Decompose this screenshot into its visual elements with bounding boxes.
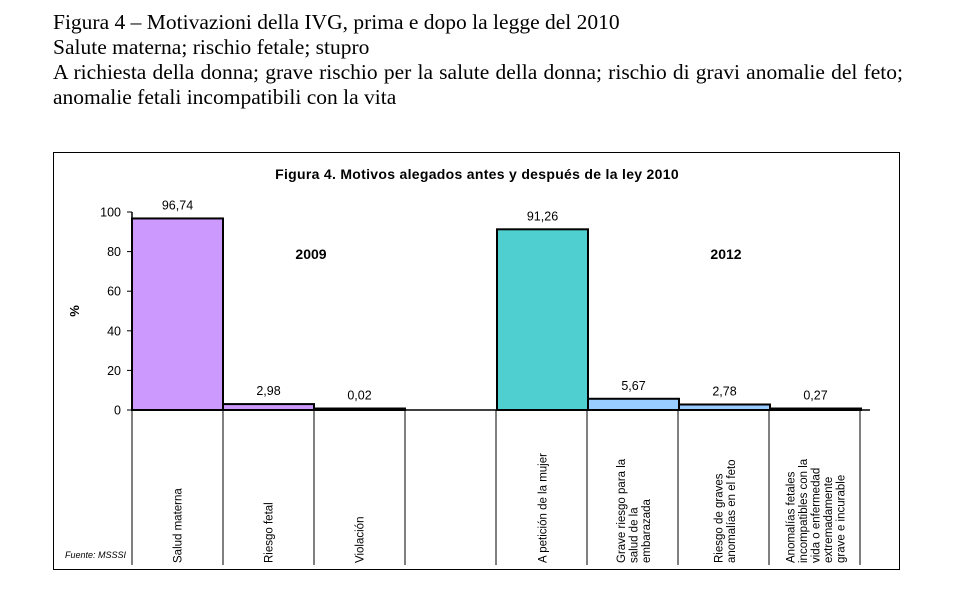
bar-chart: Figura 4. Motivos alegados antes y despu… xyxy=(65,166,870,565)
source-note: Fuente: MSSSI xyxy=(65,550,127,560)
chart-frame: Figura 4. Motivos alegados antes y despu… xyxy=(53,152,900,570)
category-label: Riesgo de graves xyxy=(713,473,725,563)
category-label: incompatibles con la xyxy=(798,458,810,563)
data-label: 96,74 xyxy=(162,198,193,212)
group-label-2009: 2009 xyxy=(295,246,326,262)
category-label: extremadamente xyxy=(823,477,835,563)
y-tick-label: 60 xyxy=(107,285,121,299)
bar xyxy=(313,407,406,411)
bar xyxy=(678,403,771,412)
figure-caption: Figura 4 – Motivazioni della IVG, prima … xyxy=(53,10,903,110)
data-label: 0,27 xyxy=(803,389,827,403)
bar xyxy=(496,228,589,411)
bar xyxy=(769,407,862,411)
category-label: Grave riesgo para la xyxy=(616,458,628,563)
category-label: grave e incurable xyxy=(836,475,848,563)
category-label: A petición de la mujer xyxy=(538,453,550,563)
chart-title: Figura 4. Motivos alegados antes y despu… xyxy=(275,166,679,182)
category-label: embarazada xyxy=(641,498,653,563)
bar xyxy=(131,217,224,411)
bar xyxy=(222,403,315,411)
caption-group-2012: A richiesta della donna; grave rischio p… xyxy=(53,60,903,109)
data-label: 0,02 xyxy=(347,389,371,403)
category-label: anomalías en el feto xyxy=(726,459,738,563)
category-label: Anomalías fetales xyxy=(786,471,798,563)
y-tick-label: 100 xyxy=(100,206,121,220)
data-label: 91,26 xyxy=(527,209,558,223)
bar xyxy=(587,397,680,412)
category-label: salud de la xyxy=(629,507,641,563)
group-label-2012: 2012 xyxy=(710,246,741,262)
category-label: Riesgo fetal xyxy=(264,502,276,563)
y-tick-label: 80 xyxy=(107,245,121,259)
category-label: Salud materna xyxy=(173,488,185,563)
data-label: 5,67 xyxy=(621,379,645,393)
caption-title: Figura 4 – Motivazioni della IVG, prima … xyxy=(53,10,620,34)
data-label: 2,78 xyxy=(712,384,736,398)
y-tick-label: 0 xyxy=(114,404,121,418)
y-axis-label: % xyxy=(67,305,82,317)
category-label: Violación xyxy=(355,517,367,563)
y-tick-label: 40 xyxy=(107,324,121,338)
category-label: vida o enfermedad xyxy=(811,468,823,563)
caption-group-2009: Salute materna; rischio fetale; stupro xyxy=(53,35,370,59)
data-label: 2,98 xyxy=(256,384,280,398)
y-tick-label: 20 xyxy=(107,364,121,378)
